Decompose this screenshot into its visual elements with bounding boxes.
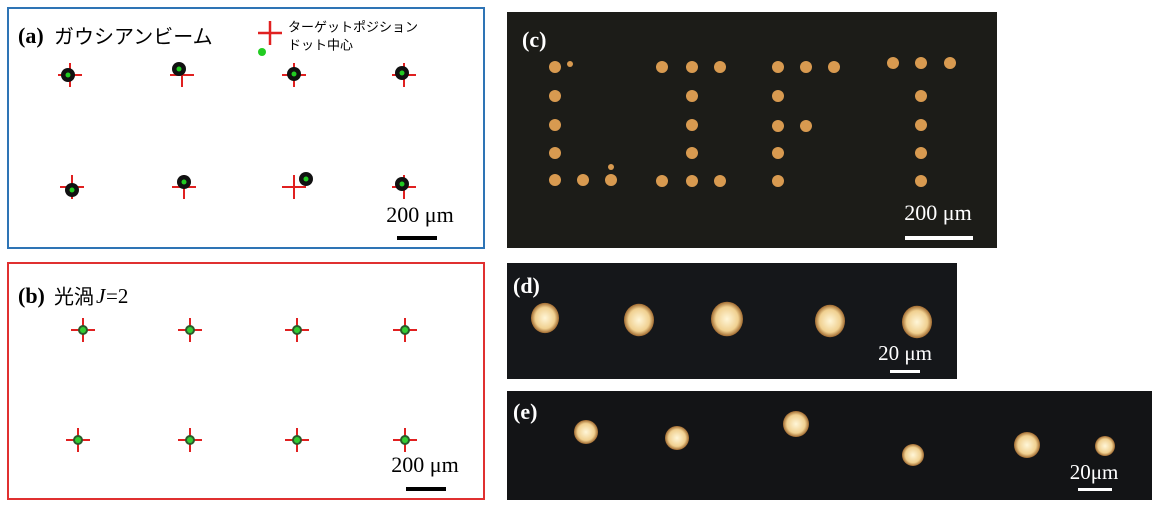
printed-dot — [828, 61, 840, 73]
dot-center — [80, 327, 86, 333]
printed-dot — [1095, 436, 1115, 456]
scale-bar — [1078, 488, 1112, 491]
panel-label: (e) — [513, 399, 537, 424]
legend-dot — [258, 48, 266, 56]
dots-layer — [58, 57, 1115, 466]
printed-dot — [772, 90, 784, 102]
panel-b-frame — [7, 262, 485, 500]
dot-center — [399, 181, 405, 187]
printed-dot — [549, 119, 561, 131]
printed-dot — [686, 90, 698, 102]
dot-center — [75, 437, 81, 443]
panel-c-image — [507, 12, 997, 248]
printed-dot — [772, 120, 784, 132]
scale-label: 200 μm — [904, 200, 971, 225]
printed-dot — [714, 175, 726, 187]
legend-label: ターゲットポジション — [288, 21, 418, 36]
panel-title: 光渦 — [54, 285, 94, 309]
printed-dot — [605, 174, 617, 186]
scale-label: 200 μm — [386, 202, 453, 227]
printed-dot — [686, 119, 698, 131]
panel-label: (a) — [18, 23, 44, 48]
printed-dot — [624, 303, 654, 337]
dot-center — [65, 72, 71, 78]
printed-dot — [1014, 432, 1040, 458]
dot-center — [187, 327, 193, 333]
printed-dot — [915, 175, 927, 187]
panel-title-var: J — [96, 284, 107, 308]
printed-dot — [686, 175, 698, 187]
printed-dot — [915, 147, 927, 159]
printed-dot — [714, 61, 726, 73]
dot-center — [291, 71, 297, 77]
printed-dot — [665, 426, 689, 450]
scale-bar — [406, 487, 446, 491]
panel-title-eq: =2 — [106, 284, 128, 308]
printed-dot — [549, 90, 561, 102]
panel-title: ガウシアンビーム — [54, 25, 213, 49]
dot-center — [176, 66, 182, 72]
dot-center — [294, 327, 300, 333]
printed-dot — [915, 57, 927, 69]
printed-dot — [656, 175, 668, 187]
printed-dot — [772, 175, 784, 187]
panel-a-frame — [7, 7, 485, 249]
printed-dot — [686, 61, 698, 73]
printed-dot — [574, 420, 598, 444]
satellite-dot — [567, 61, 573, 67]
dot-center — [402, 437, 408, 443]
printed-dot — [944, 57, 956, 69]
printed-dot — [686, 147, 698, 159]
scale-bar — [890, 370, 920, 373]
printed-dot — [800, 120, 812, 132]
scale-label: 20μm — [1070, 460, 1119, 484]
printed-dot — [531, 302, 559, 334]
printed-dot — [902, 444, 924, 466]
scale-bar — [905, 236, 973, 240]
printed-dot — [549, 147, 561, 159]
printed-dot — [549, 61, 561, 73]
dot-center — [399, 70, 405, 76]
panel-label: (b) — [18, 283, 45, 308]
dot-center — [294, 437, 300, 443]
legend-label: ドット中心 — [288, 39, 353, 54]
printed-dot — [800, 61, 812, 73]
dot-center — [69, 187, 75, 193]
printed-dot — [915, 119, 927, 131]
printed-dot — [772, 61, 784, 73]
dot-center — [303, 176, 309, 182]
panel-e-image — [507, 391, 1152, 500]
scale-label: 200 μm — [391, 452, 458, 477]
printed-dot — [772, 147, 784, 159]
panel-label: (d) — [513, 273, 540, 298]
printed-dot — [887, 57, 899, 69]
printed-dot — [915, 90, 927, 102]
printed-dot — [783, 411, 809, 437]
printed-dot — [902, 305, 932, 339]
printed-dot — [711, 301, 743, 337]
satellite-dot — [608, 164, 614, 170]
printed-dot — [577, 174, 589, 186]
dot-center — [181, 179, 187, 185]
scale-bar — [397, 236, 437, 240]
scale-label: 20 μm — [878, 341, 932, 365]
printed-dot — [549, 174, 561, 186]
printed-dot — [815, 304, 845, 338]
panel-label: (c) — [522, 27, 546, 52]
dot-center — [187, 437, 193, 443]
printed-dot — [656, 61, 668, 73]
dot-center — [402, 327, 408, 333]
